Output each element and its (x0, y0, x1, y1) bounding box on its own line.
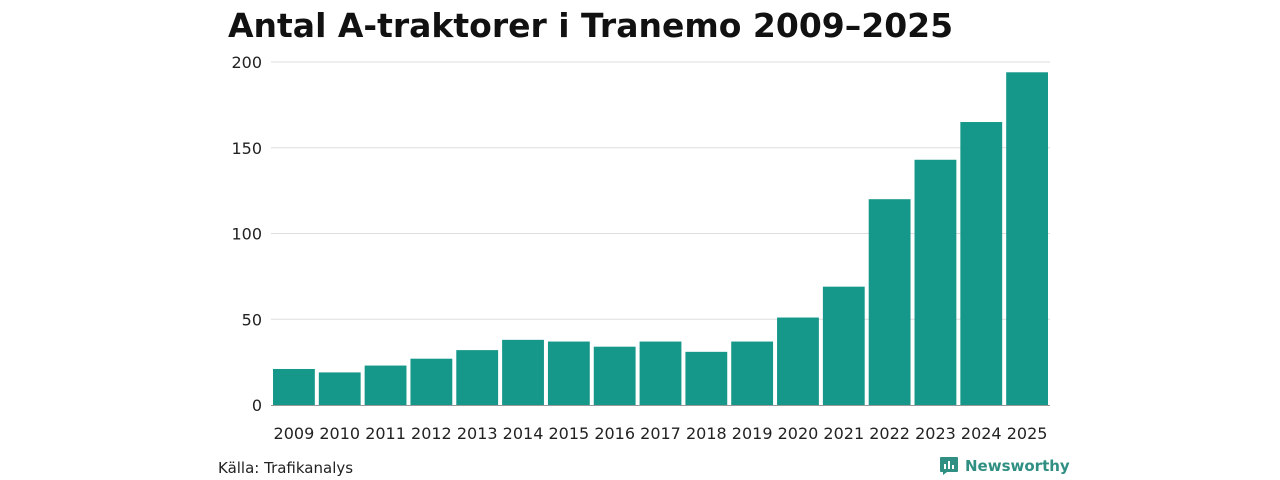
x-axis-tick-labels: 2009 2010 2011 2012 2013 2014 2015 2016 2017 2018… (274, 424, 1048, 443)
x-tick-label: 2021 (823, 424, 864, 443)
brand-logo[interactable]: Newsworthy (939, 456, 1070, 476)
y-tick-label: 0 (252, 396, 262, 415)
bar-2025 (1006, 72, 1048, 405)
y-tick-label: 150 (231, 139, 262, 158)
bar-2010 (318, 372, 361, 405)
x-tick-label: 2015 (548, 424, 589, 443)
x-tick-label: 2012 (411, 424, 452, 443)
bar-2013 (456, 350, 499, 405)
x-tick-label: 2025 (1007, 424, 1048, 443)
bar-2024 (960, 122, 1003, 406)
y-tick-label: 50 (242, 310, 262, 329)
x-tick-label: 2018 (686, 424, 727, 443)
bar-2014 (502, 339, 544, 405)
bar-2023 (914, 159, 957, 405)
x-tick-label: 2014 (503, 424, 544, 443)
x-tick-label: 2019 (732, 424, 773, 443)
x-tick-label: 2010 (319, 424, 360, 443)
bar-2019 (731, 341, 774, 405)
brand-name: Newsworthy (965, 457, 1070, 475)
y-tick-label: 200 (231, 53, 262, 72)
bar-2018 (685, 351, 728, 405)
x-tick-label: 2013 (457, 424, 498, 443)
x-tick-label: 2024 (961, 424, 1002, 443)
x-tick-label: 2020 (778, 424, 819, 443)
y-tick-label: 100 (231, 225, 262, 244)
newsworthy-logo-icon (940, 457, 958, 475)
bar-2016 (593, 346, 636, 405)
bar-2022 (868, 199, 911, 405)
bar-2020 (777, 317, 819, 405)
bar-2015 (547, 341, 590, 405)
x-tick-label: 2011 (365, 424, 406, 443)
bar-2017 (639, 341, 682, 405)
bar-2012 (410, 358, 453, 405)
x-tick-label: 2009 (274, 424, 315, 443)
bar-2021 (822, 286, 865, 405)
x-tick-label: 2016 (594, 424, 635, 443)
bars (273, 72, 1048, 406)
x-tick-label: 2022 (869, 424, 910, 443)
bar-2011 (364, 365, 407, 405)
source-note: Källa: Trafikanalys (218, 459, 354, 477)
bar-2009 (273, 368, 315, 405)
y-axis-tick-labels: 0 50 100 150 200 (231, 53, 262, 415)
x-tick-label: 2023 (915, 424, 956, 443)
x-tick-label: 2017 (640, 424, 681, 443)
chart-title: Antal A-traktorer i Tranemo 2009–2025 (228, 6, 954, 45)
